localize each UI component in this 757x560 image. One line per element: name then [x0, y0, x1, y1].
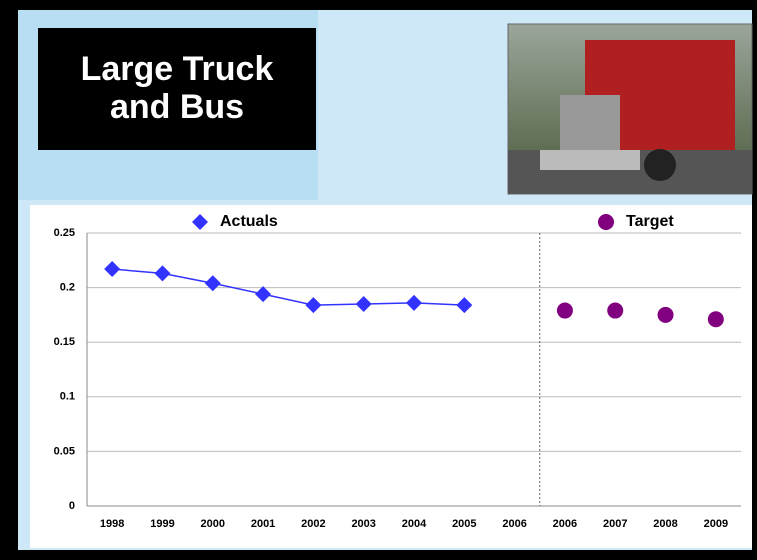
data-point [154, 265, 171, 282]
x-tick-label: 2001 [251, 518, 275, 530]
x-tick-label: 1998 [100, 518, 124, 530]
y-tick-label: 0 [69, 500, 75, 512]
x-tick-label: 2006 [553, 518, 577, 530]
data-point [355, 295, 372, 312]
slide-title: Large Truck and Bus [38, 28, 316, 150]
data-point [204, 275, 221, 292]
truck-wheel [644, 149, 676, 181]
x-tick-label: 2003 [351, 518, 375, 530]
legend-marker [598, 214, 614, 230]
plot-background [30, 205, 752, 548]
x-tick-label: 2004 [402, 518, 427, 530]
y-tick-label: 0.05 [54, 445, 75, 457]
data-point [657, 306, 674, 323]
data-point [607, 302, 624, 319]
x-tick-label: 2002 [301, 518, 325, 530]
x-tick-label: 1999 [150, 518, 174, 530]
x-tick-label: 2005 [452, 518, 476, 530]
y-tick-label: 0.25 [54, 227, 75, 239]
data-point [104, 261, 121, 278]
legend-label: Actuals [220, 213, 278, 230]
x-tick-label: 2009 [704, 518, 728, 530]
x-tick-label: 2007 [603, 518, 627, 530]
data-point [456, 297, 473, 314]
data-point [707, 311, 724, 328]
legend-label: Target [626, 213, 674, 230]
series-line [112, 268, 465, 306]
y-tick-label: 0.15 [54, 336, 75, 348]
truck-grille [560, 95, 620, 155]
x-tick-label: 2006 [502, 518, 526, 530]
data-point [305, 297, 322, 314]
data-point [255, 286, 272, 303]
y-tick-label: 0.1 [60, 391, 75, 403]
y-tick-label: 0.2 [60, 282, 75, 294]
x-tick-label: 2008 [653, 518, 677, 530]
truck-bumper [540, 150, 640, 170]
data-point [406, 294, 422, 311]
data-point [556, 302, 573, 319]
legend-marker [192, 214, 208, 230]
x-tick-label: 2000 [201, 518, 225, 530]
